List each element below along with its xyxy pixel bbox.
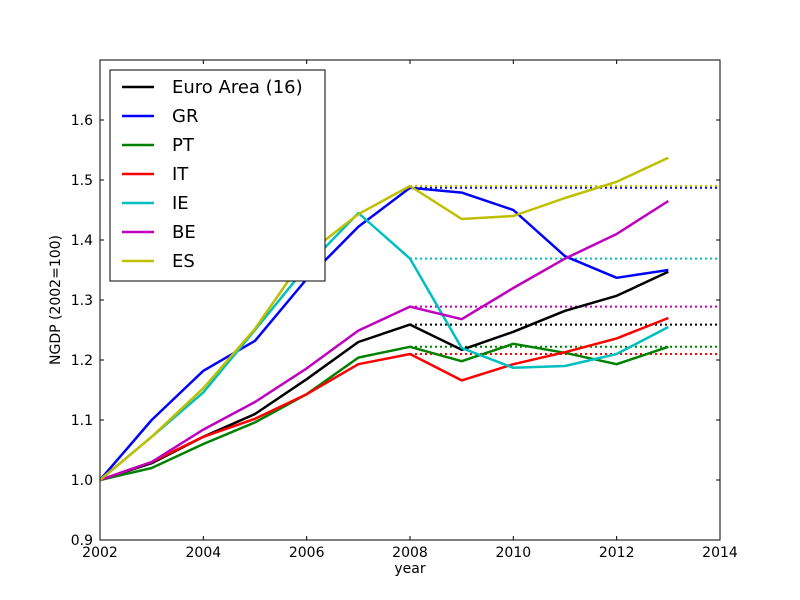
x-axis-label: year — [394, 561, 425, 577]
legend-label: IE — [172, 193, 189, 214]
y-tick-label: 1.6 — [71, 113, 93, 129]
series-line — [99, 186, 669, 481]
series-line — [99, 199, 670, 482]
y-tick-label: 1.0 — [71, 473, 93, 489]
legend-label: IT — [172, 164, 189, 185]
legend: Euro Area (16) GR PT IT IE BE ES — [109, 69, 326, 282]
series-line — [99, 156, 669, 481]
axis-tick-labels: 2002 2004 2006 2008 2010 2012 2014 0.9 1.0 1.1 1.2… — [71, 113, 738, 561]
x-tick-label: 2014 — [702, 545, 738, 561]
plot-frame — [99, 59, 721, 541]
y-tick-label: 1.3 — [71, 293, 93, 309]
legend-label: BE — [172, 222, 196, 243]
x-tick-label: 2008 — [392, 545, 428, 561]
x-tick-label: 2006 — [289, 545, 325, 561]
series-line — [99, 342, 669, 482]
legend-box — [109, 69, 326, 282]
x-tick-label: 2002 — [82, 545, 118, 561]
series-line — [99, 211, 669, 481]
legend-label: PT — [172, 135, 195, 156]
y-tick-label: 0.9 — [71, 533, 93, 549]
x-tick-label: 2010 — [496, 545, 532, 561]
y-axis-label: NGDP (2002=100) — [48, 235, 64, 365]
series-lines — [99, 156, 670, 482]
y-tick-label: 1.5 — [71, 173, 93, 189]
y-tick-label: 1.2 — [71, 353, 93, 369]
legend-label: ES — [172, 251, 195, 272]
series-line — [99, 316, 669, 482]
y-tick-label: 1.4 — [71, 233, 93, 249]
y-tick-label: 1.1 — [71, 413, 93, 429]
x-tick-label: 2004 — [186, 545, 222, 561]
legend-label: GR — [172, 106, 198, 127]
legend-label: Euro Area (16) — [172, 77, 303, 98]
x-tick-label: 2012 — [599, 545, 635, 561]
